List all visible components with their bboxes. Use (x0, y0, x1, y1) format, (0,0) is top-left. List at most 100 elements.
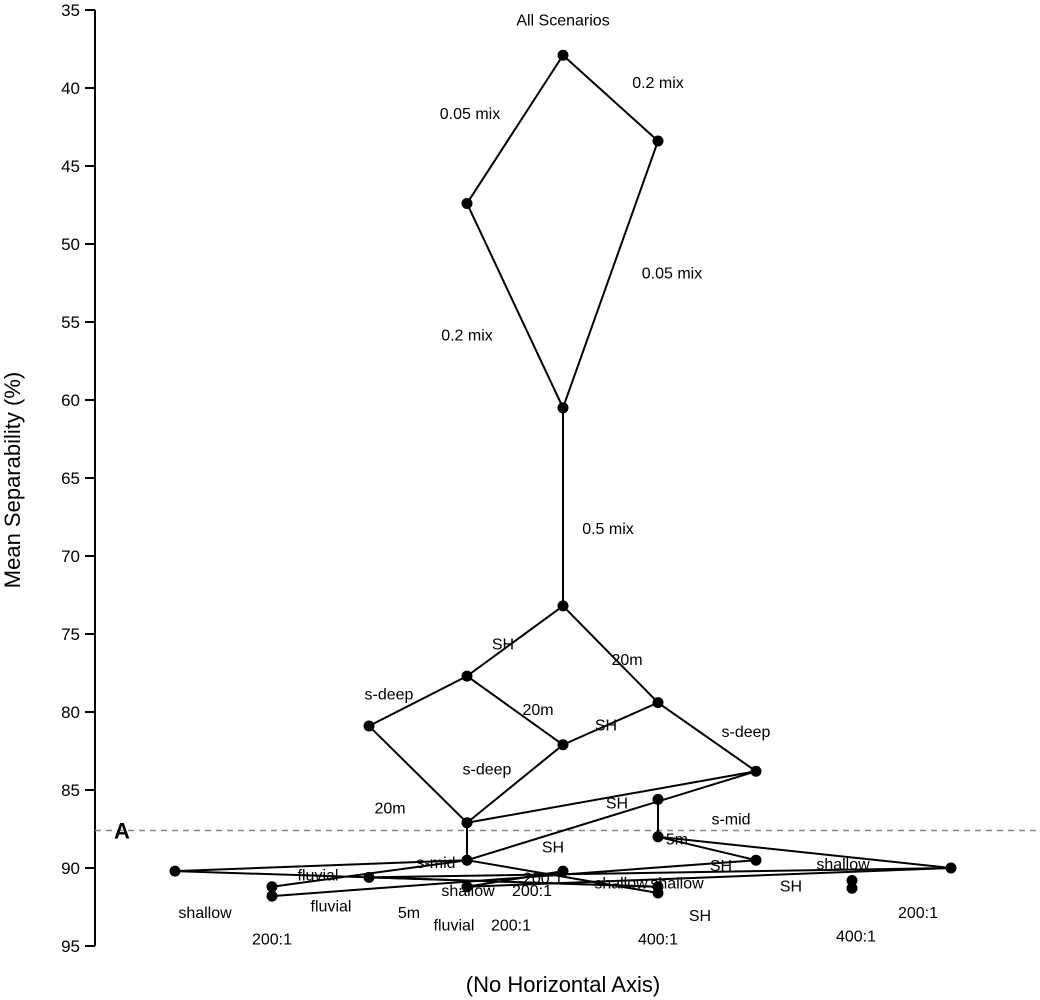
node-n7 (363, 720, 375, 732)
annotation-label: 0.5 mix (582, 521, 634, 538)
y-tick-label: 80 (61, 703, 80, 722)
annotation-label: s-deep (365, 687, 414, 704)
y-tick-label: 60 (61, 391, 80, 410)
annotation-label: All Scenarios (516, 13, 609, 30)
nodes (169, 49, 957, 902)
edge-n2-n3 (562, 140, 659, 409)
annotation-label: SH (606, 796, 628, 813)
edge-n8-n10 (466, 743, 564, 824)
annotation-label: 0.05 mix (440, 106, 500, 123)
node-n2 (652, 135, 664, 147)
edge-n0-n1 (466, 54, 564, 204)
annotations: All Scenarios 0.05 mix 0.2 mix 0.05 mix 0.2 … (178, 13, 938, 949)
y-tick-label: 35 (61, 1, 80, 20)
x-axis-label: (No Horizontal Axis) (466, 972, 660, 997)
annotation-label: 0.05 mix (642, 265, 702, 282)
node-n20 (461, 881, 473, 893)
node-n8 (557, 739, 569, 751)
annotation-label: fluvial (298, 867, 339, 884)
annotation-label: s-mid (711, 811, 750, 828)
annotation-label: 5m (398, 905, 420, 922)
annotation-label: SH (492, 637, 514, 654)
annotation-label: 200:1 (523, 871, 563, 888)
edge-n5-n8 (466, 675, 564, 746)
annotation-label: s-deep (722, 724, 771, 741)
annotation-label: s-deep (463, 761, 512, 778)
annotation-label: SH (689, 908, 711, 925)
annotation-label: s-mid (416, 855, 455, 872)
edge-n20-n16 (466, 867, 952, 888)
annotation-label: SH (595, 718, 617, 735)
y-axis-label: Mean Separability (%) (0, 372, 25, 588)
annotation-label: SH (780, 878, 802, 895)
edges (174, 54, 952, 898)
edge-n9-n13 (466, 770, 757, 862)
edge-n4-n6 (562, 605, 659, 704)
y-tick-label: 50 (61, 235, 80, 254)
annotation-label: shallow (441, 883, 495, 900)
y-tick-label: 95 (61, 937, 80, 956)
edge-n0-n2 (562, 54, 659, 142)
edge-n5-n7 (368, 675, 468, 727)
node-n25 (846, 882, 858, 894)
node-n13 (461, 854, 473, 866)
edge-n6-n8 (562, 701, 659, 746)
node-n15 (169, 865, 181, 877)
node-n10 (461, 817, 473, 829)
node-n22 (846, 874, 858, 886)
node-n9 (750, 765, 762, 777)
node-n11 (652, 793, 664, 805)
annotation-label: 200:1 (252, 931, 292, 948)
annotation-label: shallow (178, 905, 232, 922)
node-n3 (557, 402, 569, 414)
node-n17 (363, 871, 375, 883)
annotation-label: SH (710, 858, 732, 875)
node-n16 (945, 862, 957, 874)
y-tick-label: 90 (61, 859, 80, 878)
annotation-label: 20m (611, 652, 642, 669)
annotation-label: 20m (522, 702, 553, 719)
node-n23 (266, 890, 278, 902)
node-n5 (461, 670, 473, 682)
y-tick-label: 85 (61, 781, 80, 800)
annotation-label: 400:1 (836, 928, 876, 945)
annotation-label: 200:1 (512, 883, 552, 900)
annotation-label: shallow (594, 875, 648, 892)
edge-n17-n16 (368, 867, 952, 879)
node-n14 (750, 854, 762, 866)
edge-n4-n5 (466, 605, 564, 677)
y-axis: 35 40 45 50 55 60 65 70 75 80 85 90 95 (61, 1, 96, 956)
y-tick-label: 40 (61, 79, 80, 98)
edge-n12-n14 (657, 835, 757, 862)
annotation-label: shallow (650, 875, 704, 892)
y-tick-label: 45 (61, 157, 80, 176)
annotation-label: shallow (816, 857, 870, 874)
edge-n7-n10 (368, 725, 468, 824)
y-tick-label: 65 (61, 469, 80, 488)
y-tick-label: 70 (61, 547, 80, 566)
annotation-label: 5m (666, 832, 688, 849)
node-n24 (652, 887, 664, 899)
annotation-label: 400:1 (638, 931, 678, 948)
y-tick-label: 55 (61, 313, 80, 332)
node-n0 (557, 49, 569, 61)
node-n19 (266, 881, 278, 893)
node-n4 (557, 600, 569, 612)
annotation-label: 0.2 mix (441, 328, 493, 345)
node-n18 (557, 865, 569, 877)
edge-n20-n18 (466, 870, 564, 888)
annotation-label: fluvial (311, 899, 352, 916)
node-n1 (461, 197, 473, 209)
edge-n12-n16 (657, 835, 952, 869)
edge-n15-n13 (174, 859, 468, 873)
annotation-label: fluvial (434, 917, 475, 934)
node-n12 (652, 831, 664, 843)
edge-n9-n10 (466, 770, 757, 824)
edge-n6-n9 (657, 701, 757, 773)
annotation-label: SH (542, 839, 564, 856)
annotation-label: 20m (374, 800, 405, 817)
threshold-label: A (114, 819, 130, 844)
edge-n1-n3 (466, 203, 564, 409)
y-tick-label: 75 (61, 625, 80, 644)
